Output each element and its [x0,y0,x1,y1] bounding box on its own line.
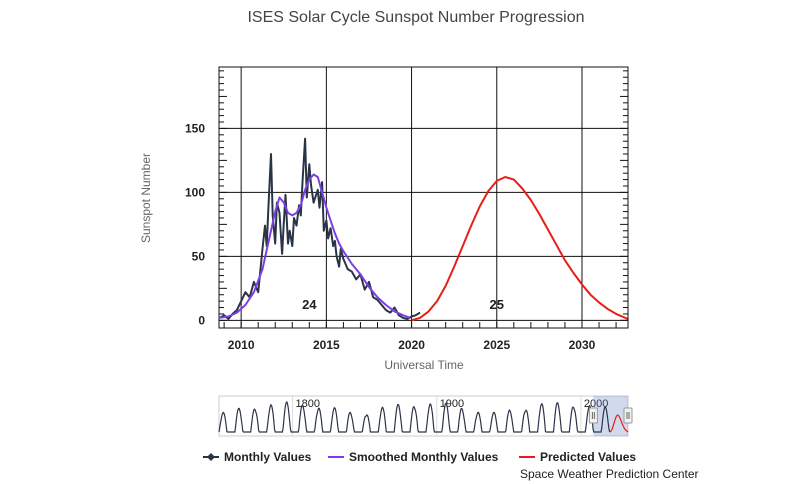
navigator[interactable]: 180019002000 [218,395,633,437]
navigator-left-handle[interactable] [588,407,598,424]
navigator-right-handle[interactable] [623,407,633,424]
x-tick-label: 2025 [483,338,510,352]
chart-title: ISES Solar Cycle Sunspot Number Progress… [247,9,584,26]
legend-item-smoothed[interactable]: Smoothed Monthly Values [328,450,499,464]
x-tick-label: 2030 [569,338,596,352]
legend-monthly-label: Monthly Values [224,450,312,464]
x-tick-label: 2010 [228,338,255,352]
navigator-selection[interactable] [593,396,628,436]
credit-text: Space Weather Prediction Center [520,467,699,481]
legend-item-monthly[interactable]: Monthly Values [203,450,312,464]
plot-border [218,66,629,329]
series-monthly-values-line[interactable] [219,137,421,320]
plot-frame [218,66,629,329]
y-axis-title: Sunspot Number [139,153,153,243]
series-smoothed-monthly-line[interactable] [219,173,411,319]
plot-grid [219,67,628,328]
legend: Monthly Values Smoothed Monthly Values P… [203,450,636,464]
series-predicted-values-line[interactable] [411,176,629,322]
y-tick-label: 50 [192,249,206,263]
x-axis-title: Universal Time [384,358,464,372]
x-tick-label: 2015 [313,338,340,352]
navigator-predicted-series [609,414,629,433]
cycle-number-label: 24 [302,297,317,312]
x-tick-labels: 2010 2015 2020 2025 2030 [228,338,596,352]
y-tick-labels: 0 50 100 150 [185,121,205,327]
y-tick-label: 150 [185,121,205,135]
navigator-tick-label: 1800 [296,398,320,410]
x-tick-label: 2020 [398,338,425,352]
navigator-frame [218,395,629,437]
cycle-number-label: 25 [490,297,504,312]
y-tick-label: 0 [198,313,205,327]
cycle-labels: 24 25 [302,297,504,312]
plot-series [219,137,629,322]
legend-item-predicted[interactable]: Predicted Values [519,450,636,464]
navigator-monthly-series [218,400,611,433]
y-tick-label: 100 [185,185,205,199]
legend-smoothed-label: Smoothed Monthly Values [349,450,499,464]
legend-monthly-marker-icon [207,453,215,461]
navigator-tick-label: 1900 [440,398,464,410]
legend-predicted-label: Predicted Values [540,450,636,464]
